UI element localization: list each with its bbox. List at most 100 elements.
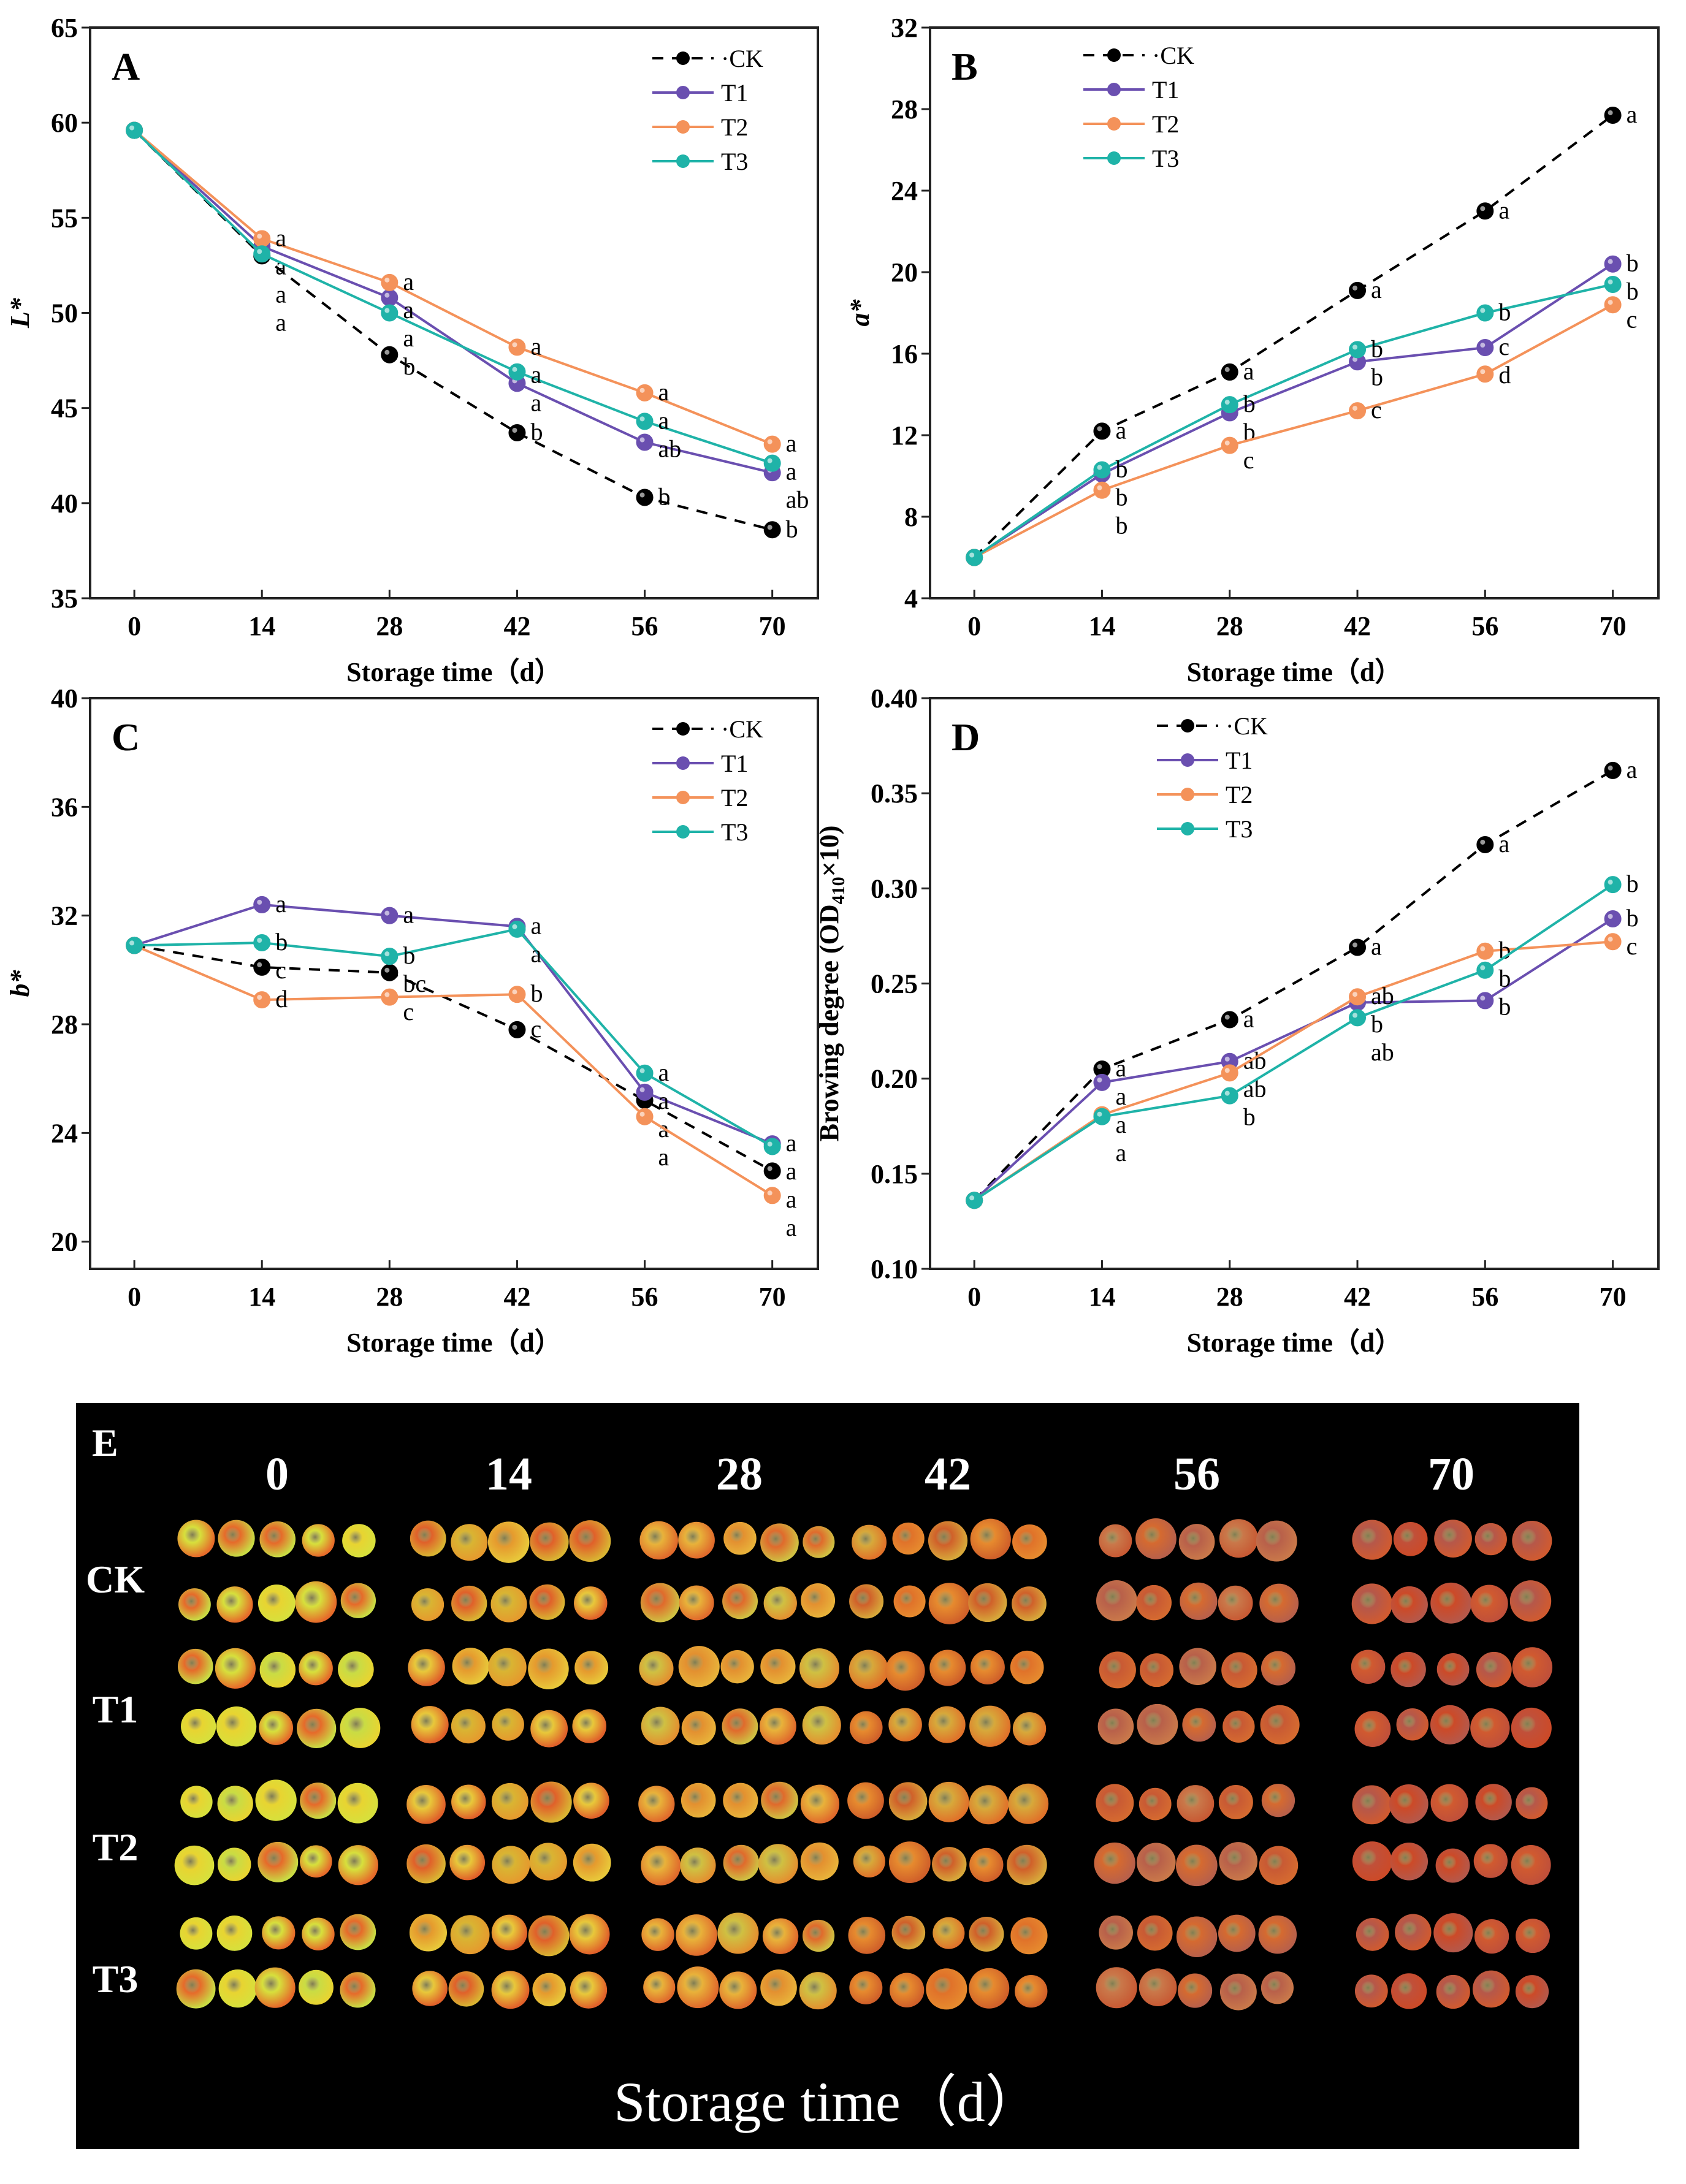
legend-entry-t3: T3 [721, 148, 748, 175]
fruit-image [1509, 1580, 1552, 1622]
data-point [1221, 1087, 1238, 1105]
fruit-image [180, 1917, 213, 1950]
fruit-image [1099, 1651, 1136, 1689]
fruit-image [450, 1915, 490, 1955]
significance-letter: b [1371, 1010, 1383, 1038]
series-line-t2 [133, 129, 773, 446]
fruit-image [723, 1783, 758, 1818]
y-tick-label: 16 [891, 339, 918, 369]
data-point [253, 934, 271, 951]
data-point [763, 521, 781, 539]
fruit-image [178, 1588, 211, 1621]
x-tick-label: 70 [1600, 611, 1627, 641]
fruit-image [1219, 1973, 1257, 2011]
fruit-image [929, 1649, 966, 1686]
significance-letter: b [1627, 904, 1639, 932]
x-tick-label: 70 [759, 1282, 786, 1312]
fruit-image [717, 1912, 759, 1954]
fruit-image [573, 1783, 609, 1819]
data-point [1604, 910, 1622, 927]
fruit-image [177, 1520, 215, 1558]
fruit-image [847, 1782, 884, 1819]
fruit-image [573, 1843, 611, 1882]
data-point-highlight [1480, 343, 1486, 348]
y-tick-label: 35 [51, 584, 78, 614]
significance-letter: a [786, 458, 797, 485]
fruit-image [1015, 1974, 1048, 2008]
fruit-image [679, 1585, 714, 1621]
fruit-image [885, 1651, 925, 1691]
legend-swatch-marker [1107, 117, 1121, 131]
fruit-image [1436, 1974, 1470, 2009]
data-point [636, 384, 654, 401]
fruit-images [174, 1518, 1553, 2011]
data-point [381, 907, 399, 924]
y-tick-label: 0.15 [871, 1159, 918, 1189]
y-tick-label: 0.10 [871, 1254, 918, 1284]
fruit-image [928, 1583, 971, 1624]
significance-letter: a [275, 252, 286, 280]
data-point-highlight [384, 967, 390, 973]
data-point [253, 958, 271, 976]
data-point-highlight [1608, 259, 1613, 264]
fruit-image [969, 1705, 1011, 1747]
significance-letter: bc [403, 970, 426, 997]
x-tick-label: 28 [1216, 1282, 1243, 1312]
legend: ·CK T1 T2 T3 [652, 715, 763, 846]
data-point [1221, 396, 1238, 414]
data-point [1604, 761, 1622, 779]
fruit-image [337, 1783, 378, 1824]
fruit-image [1516, 1919, 1550, 1954]
data-point-highlight [1480, 839, 1486, 845]
significance-letter: a [786, 1157, 797, 1185]
fruit-image [216, 1706, 257, 1747]
fruit-image [1175, 1844, 1218, 1887]
fruit-image [1512, 1647, 1553, 1687]
fruit-image [340, 1914, 376, 1950]
fruit-image [641, 1706, 680, 1746]
series-line-ck [973, 769, 1614, 1201]
significance-letter: c [1627, 306, 1638, 333]
significance-letter: d [275, 985, 288, 1013]
legend-entry-t1: T1 [1226, 747, 1253, 774]
fruit-image [1008, 1783, 1049, 1824]
fruit-image [849, 1711, 883, 1745]
y-tick-label: 65 [51, 13, 78, 43]
fruit-image [969, 1785, 1009, 1825]
data-point-highlight [1224, 1014, 1230, 1020]
significance-letter: a [1115, 1054, 1126, 1082]
panel-label-e: E [92, 1421, 118, 1464]
fruit-image [1258, 1915, 1297, 1954]
x-tick-label: 0 [128, 1282, 141, 1312]
data-point-highlight [1224, 1068, 1230, 1073]
fruit-image [1140, 1653, 1173, 1687]
fruit-image [1352, 1785, 1392, 1825]
fruit-image [528, 1915, 570, 1957]
photo-column-label: 28 [716, 1448, 763, 1500]
fruit-image [849, 1971, 883, 2004]
data-point [763, 1162, 781, 1180]
fruit-image [719, 1971, 757, 2009]
fruit-image [892, 1522, 925, 1555]
data-point [1476, 961, 1494, 979]
data-point-highlight [512, 342, 517, 348]
fruit-image [722, 1708, 758, 1745]
fruit-image [452, 1648, 489, 1685]
fruit-image [848, 1917, 886, 1954]
y-tick-label: 0.40 [871, 683, 918, 713]
fruit-image [340, 1708, 381, 1748]
data-point [1476, 304, 1494, 322]
significance-letter: a [1115, 1139, 1126, 1166]
fruit-image [1470, 1585, 1508, 1623]
fruit-image [574, 1586, 608, 1620]
fruit-image [218, 1520, 255, 1557]
fruit-image [1179, 1648, 1216, 1686]
fruit-image [1391, 1973, 1427, 2009]
significance-letter: a [275, 308, 286, 336]
significance-letter: b [403, 352, 415, 380]
significance-letter: b [1627, 249, 1639, 277]
legend-entry-t2: T2 [721, 113, 748, 141]
data-point-highlight [512, 924, 517, 929]
data-point-highlight [1608, 300, 1613, 305]
